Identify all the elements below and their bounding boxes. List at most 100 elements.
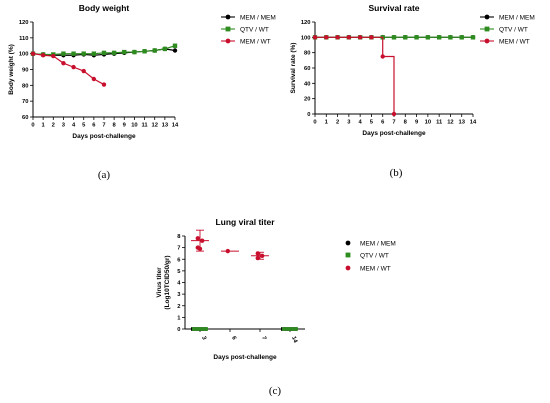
x-tick-label: 7 (392, 120, 395, 126)
data-point (81, 51, 86, 56)
legend-marker (484, 38, 490, 44)
legend-label: MEM / WT (240, 38, 271, 45)
y-tick-label: 8 (177, 234, 181, 240)
x-tick-label: 10 (425, 120, 431, 126)
y-tick-label: 120 (19, 20, 29, 26)
y-tick-label: 90 (22, 68, 28, 74)
y-tick-label: 5 (177, 269, 181, 275)
data-point (369, 35, 374, 40)
y-tick-label: 2 (177, 304, 180, 310)
data-point (403, 35, 408, 40)
x-tick-label: 6 (92, 123, 96, 129)
y-tick-label: 1 (177, 315, 181, 321)
x-axis-label: Days post-challenge (72, 133, 136, 140)
y-tick-label: 120 (301, 20, 311, 26)
x-tick-label: 13 (458, 120, 465, 126)
y-tick-label: 60 (304, 66, 310, 72)
chart-title: Body weight (79, 3, 130, 13)
x-tick-label: 2 (52, 123, 55, 129)
x-tick-label: 9 (415, 120, 419, 126)
legend-label: QTV / WT (240, 26, 269, 33)
data-point (448, 35, 453, 40)
legend-marker (484, 14, 490, 20)
x-tick-label: 5 (82, 123, 86, 129)
x-tick-label: 1 (42, 123, 46, 129)
data-point (391, 111, 397, 117)
legend-marker (484, 26, 490, 32)
legend-marker (345, 252, 351, 258)
data-point (71, 51, 76, 56)
data-point (357, 35, 363, 40)
figure-caption: (a) (98, 169, 111, 181)
y-tick-label: 20 (304, 97, 310, 103)
chart-title: Lung viral titer (215, 217, 275, 227)
data-point (101, 82, 107, 87)
x-tick-label: 7 (260, 336, 267, 341)
x-tick-label: 9 (123, 123, 127, 129)
data-point (101, 50, 107, 56)
x-tick-label: 3 (200, 336, 207, 342)
y-axis-label-line1: Virus titer (156, 267, 163, 298)
y-tick-label: 3 (177, 292, 181, 298)
data-point (152, 48, 157, 53)
y-tick-label: 100 (301, 35, 311, 41)
x-axis-label: Days post-challenge (362, 130, 426, 137)
legend-marker (345, 240, 351, 246)
x-tick-label: 12 (447, 120, 453, 126)
data-point (30, 51, 36, 56)
y-axis-label: Survival rate (%) (290, 43, 297, 94)
data-point (122, 49, 127, 55)
x-tick-label: 14 (470, 120, 477, 126)
legend-label: MEM / MEM (240, 14, 276, 21)
legend-label: MEM / MEM (360, 240, 396, 247)
x-tick-label: 2 (336, 120, 339, 126)
data-point (172, 48, 178, 53)
y-tick-label: 60 (22, 115, 28, 121)
legend-marker (225, 14, 231, 20)
x-tick-label: 13 (162, 123, 169, 129)
y-tick-label: 70 (22, 99, 28, 105)
x-tick-label: 5 (370, 120, 374, 126)
legend-label: QTV / WT (499, 26, 528, 33)
data-point (61, 60, 66, 66)
x-tick-label: 10 (131, 123, 137, 129)
y-tick-label: 7 (177, 246, 180, 252)
data-point (142, 49, 147, 54)
legend-label: MEM / MEM (499, 14, 535, 21)
x-tick-label: 12 (151, 123, 157, 129)
y-tick-label: 100 (19, 52, 29, 58)
data-point (470, 35, 476, 40)
data-point (51, 53, 56, 59)
x-axis-label: Days post-challenge (213, 354, 277, 361)
x-tick-label: 0 (31, 123, 34, 129)
data-point (172, 43, 178, 48)
x-tick-label: 4 (72, 123, 76, 129)
x-tick-label: 1 (325, 120, 329, 126)
legend-label: MEM / WT (360, 265, 391, 272)
legend-label: QTV / WT (360, 252, 389, 259)
y-axis-label-line2: (Log10TCID50/gr) (164, 255, 171, 309)
data-point (282, 327, 298, 331)
x-tick-label: 8 (404, 120, 408, 126)
data-point (61, 51, 66, 56)
data-point (335, 35, 340, 40)
data-point (132, 49, 137, 55)
data-point (40, 53, 46, 58)
legend-marker (225, 26, 231, 32)
data-point (81, 68, 86, 74)
data-point (346, 35, 352, 40)
x-tick-label: 6 (381, 120, 385, 126)
figure-caption: (b) (390, 167, 403, 179)
x-tick-label: 14 (172, 123, 179, 129)
y-tick-label: 6 (177, 257, 181, 263)
legend-marker (225, 38, 231, 44)
x-tick-label: 11 (436, 120, 443, 126)
x-tick-label: 0 (313, 120, 316, 126)
data-point (425, 35, 431, 40)
data-point (162, 46, 168, 52)
data-point (91, 51, 97, 56)
data-point (436, 35, 442, 40)
x-tick-label: 6 (230, 336, 237, 342)
y-axis-label: Body weight (%) (8, 44, 15, 95)
